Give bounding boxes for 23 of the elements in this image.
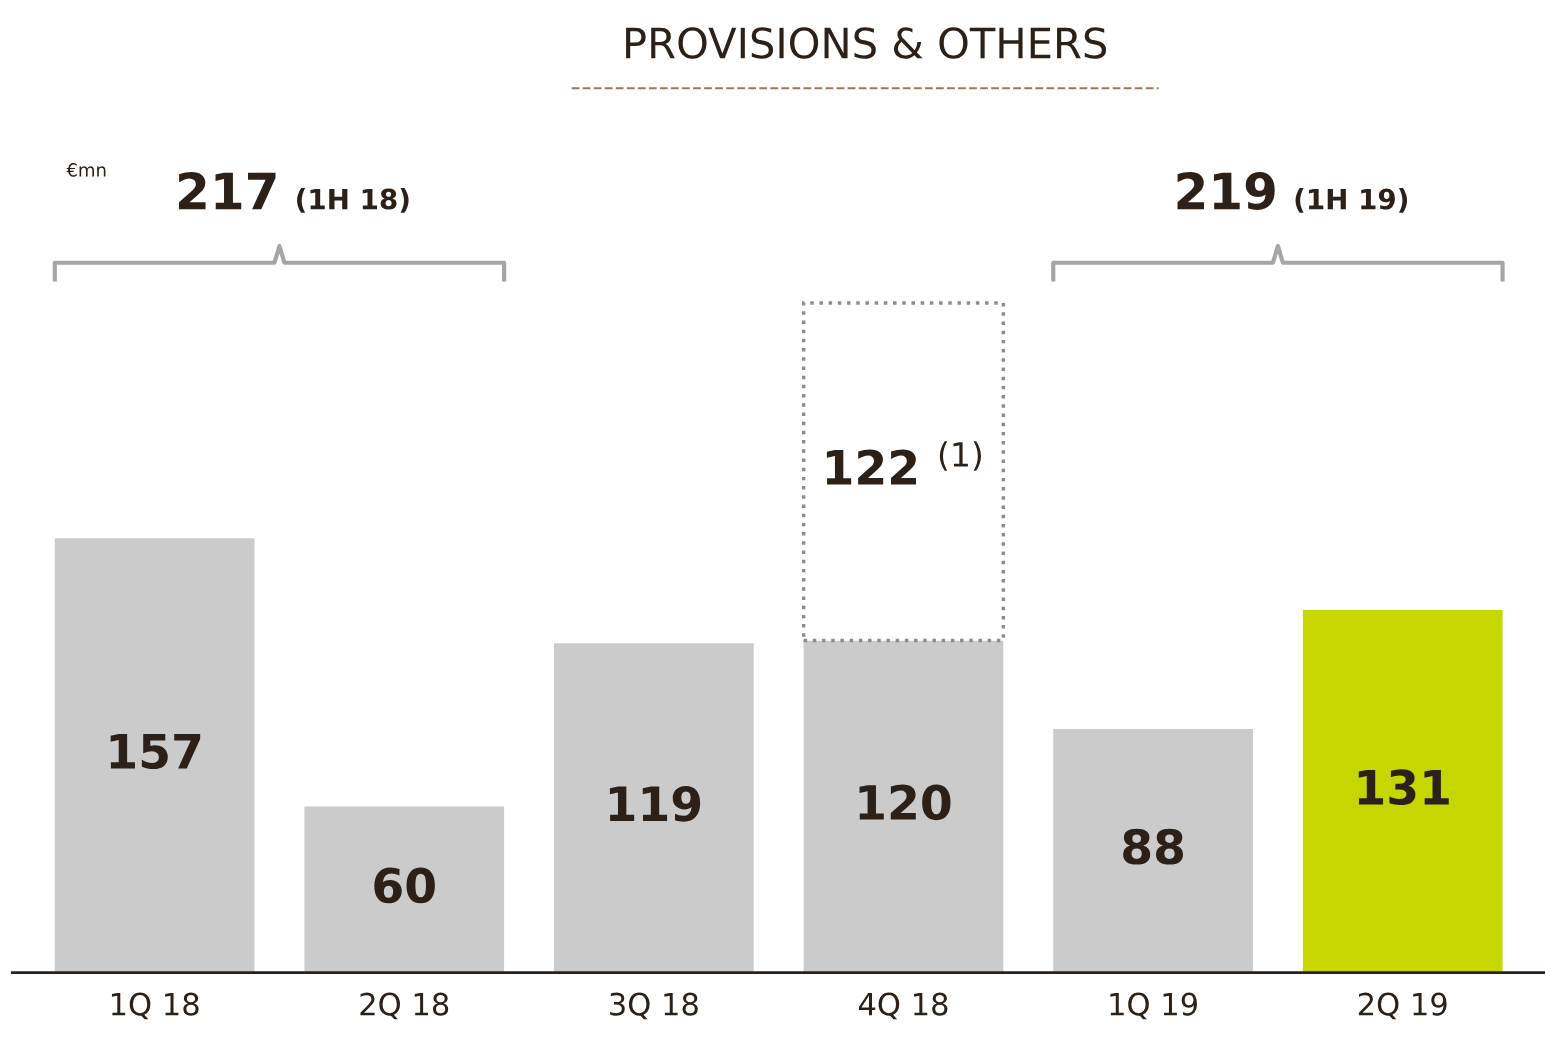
bar <box>54 538 255 973</box>
x-tick-label: 1Q 18 <box>111 992 199 1020</box>
text: 217 (1H 18) <box>179 172 409 213</box>
bar <box>803 640 1004 973</box>
data-label: 60 <box>374 867 435 904</box>
x-tick-label: 2Q 19 <box>1358 992 1447 1020</box>
data-label: 119 <box>609 785 701 822</box>
bar <box>304 806 505 973</box>
x-tick-label: 1Q 19 <box>1110 992 1197 1020</box>
x-tick-label: 4Q 18 <box>858 992 948 1020</box>
data-label: 88 <box>1123 828 1184 865</box>
text: €mn <box>66 163 106 177</box>
x-tick-label: 2Q 18 <box>360 992 449 1020</box>
data-label: 122 $^{(1)}$ <box>826 441 981 485</box>
bar <box>1053 729 1253 973</box>
bar <box>1302 610 1503 973</box>
data-label: 157 <box>110 733 201 770</box>
data-label: 131 <box>1358 769 1449 806</box>
bar <box>554 643 754 973</box>
text: 219 (1H 19) <box>1177 172 1408 213</box>
x-tick-label: 3Q 18 <box>610 992 698 1020</box>
data-label: 120 <box>859 784 951 821</box>
chart-title: PROVISIONS & OTHERS <box>626 27 1107 59</box>
